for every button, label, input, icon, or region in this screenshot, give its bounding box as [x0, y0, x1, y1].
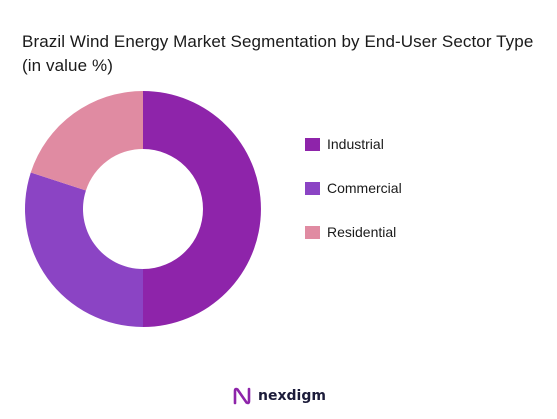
legend-swatch	[305, 137, 320, 151]
legend-label: Industrial	[327, 136, 384, 152]
chart-title: Brazil Wind Energy Market Segmentation b…	[22, 32, 534, 75]
legend-swatch	[305, 181, 320, 195]
brand-footer: nexdigm	[0, 385, 557, 407]
donut-slice-industrial	[143, 91, 261, 327]
brand-name: nexdigm	[258, 388, 326, 404]
legend-label: Commercial	[327, 180, 402, 196]
donut-slice-commercial	[25, 172, 143, 327]
legend-item-commercial: Commercial	[305, 177, 402, 199]
legend-item-industrial: Industrial	[305, 133, 402, 155]
legend-item-residential: Residential	[305, 221, 402, 243]
legend-swatch	[305, 225, 320, 239]
chart-legend: Industrial Commercial Residential	[305, 133, 402, 265]
donut-slice-residential	[30, 91, 144, 191]
legend-label: Residential	[327, 224, 397, 240]
nexdigm-logo-icon	[233, 387, 251, 405]
